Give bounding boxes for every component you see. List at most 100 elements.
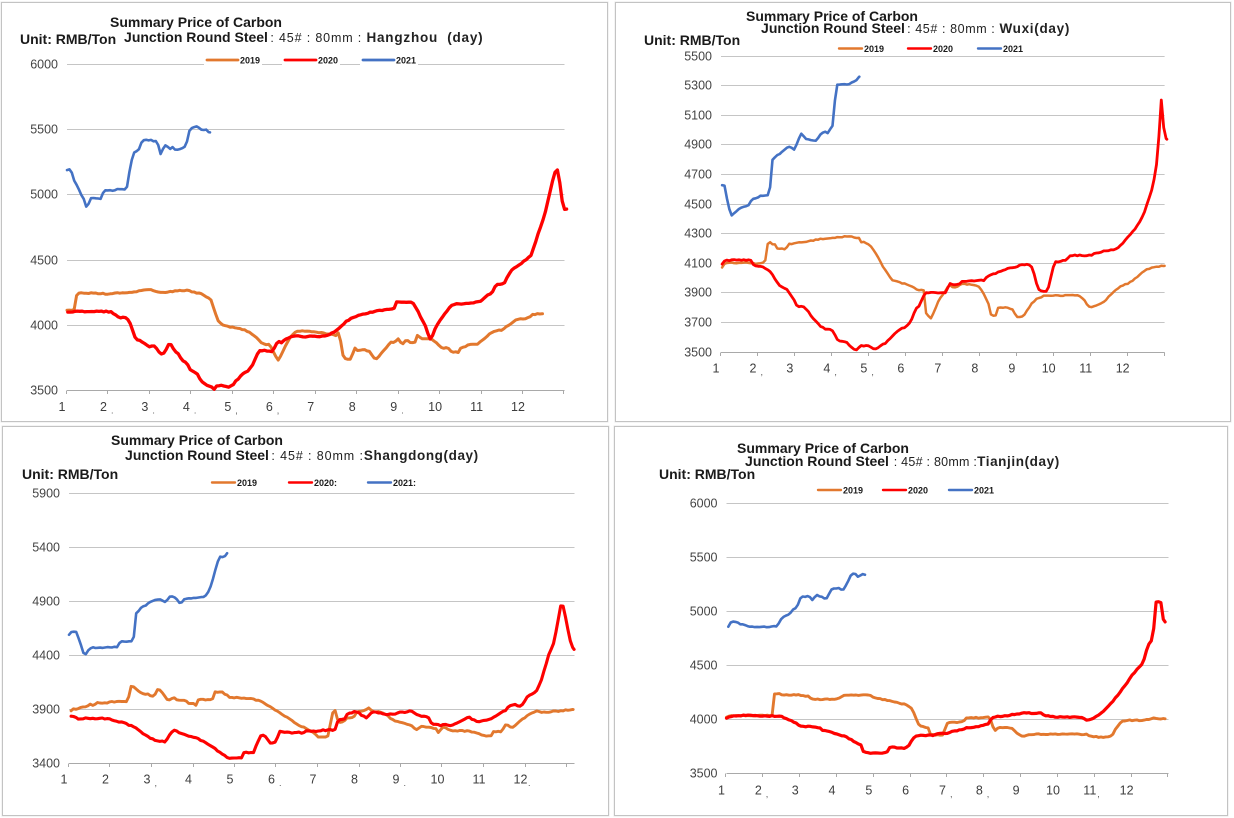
svg-text:Summary Price of Carbon: Summary Price of Carbon — [737, 440, 909, 456]
svg-text:.: . — [111, 406, 114, 416]
svg-text:8: 8 — [971, 362, 978, 376]
svg-text:11: 11 — [473, 773, 486, 787]
svg-text:5500: 5500 — [684, 50, 712, 64]
svg-text:4000: 4000 — [30, 319, 58, 333]
svg-text:9: 9 — [393, 773, 400, 787]
svg-text:,: , — [950, 789, 953, 799]
svg-text:2: 2 — [102, 773, 109, 787]
svg-text:Unit: RMB/Ton: Unit: RMB/Ton — [659, 466, 755, 482]
svg-text:.: . — [401, 406, 404, 416]
svg-text:3: 3 — [144, 773, 151, 787]
svg-text:5400: 5400 — [32, 541, 60, 555]
svg-text:Summary Price of Carbon: Summary Price of Carbon — [746, 8, 918, 24]
svg-text:.: . — [528, 778, 531, 788]
svg-text:9: 9 — [1013, 784, 1020, 798]
svg-text:4100: 4100 — [684, 257, 712, 271]
svg-text:1: 1 — [59, 400, 66, 414]
svg-text:Summary Price of Carbon: Summary Price of Carbon — [111, 432, 283, 448]
svg-text:,: , — [155, 778, 158, 788]
svg-text:12: 12 — [511, 400, 525, 414]
svg-text:2019: 2019 — [864, 44, 884, 54]
svg-text:1: 1 — [61, 773, 68, 787]
svg-text:Unit: RMB/Ton: Unit: RMB/Ton — [22, 466, 118, 482]
svg-text:3400: 3400 — [32, 757, 60, 771]
svg-text:: 45# : 80mm :Tianjin(day): : 45# : 80mm :Tianjin(day) — [890, 454, 1060, 469]
svg-text:2020: 2020 — [933, 44, 953, 54]
svg-text:1: 1 — [718, 784, 725, 798]
svg-text:8: 8 — [349, 400, 356, 414]
svg-text:5300: 5300 — [684, 79, 712, 93]
svg-text:6: 6 — [268, 773, 275, 787]
svg-text:2019: 2019 — [240, 56, 260, 66]
svg-text:Junction Round Steel: Junction Round Steel — [745, 453, 889, 469]
svg-text:10: 10 — [1042, 362, 1056, 376]
svg-text:7: 7 — [934, 362, 941, 376]
svg-text:8: 8 — [351, 773, 358, 787]
svg-text:4400: 4400 — [32, 649, 60, 663]
svg-text:4500: 4500 — [690, 659, 718, 673]
svg-text:4500: 4500 — [684, 198, 712, 212]
svg-text:,: , — [761, 367, 764, 377]
svg-text:11: 11 — [1083, 784, 1096, 798]
svg-text:.: . — [279, 778, 282, 788]
svg-text:Unit: RMB/Ton: Unit: RMB/Ton — [20, 31, 116, 47]
svg-text:9: 9 — [390, 400, 397, 414]
svg-text:10: 10 — [431, 773, 445, 787]
svg-text:.: . — [404, 778, 407, 788]
svg-text:2020:: 2020: — [314, 478, 337, 488]
svg-text:2: 2 — [755, 784, 762, 798]
svg-text:,: , — [235, 406, 238, 416]
svg-text:Unit: RMB/Ton: Unit: RMB/Ton — [644, 32, 740, 48]
svg-text:10: 10 — [1046, 784, 1060, 798]
svg-text:12: 12 — [514, 773, 528, 787]
svg-text:6: 6 — [266, 400, 273, 414]
svg-text:11: 11 — [1079, 362, 1092, 376]
svg-text:: 45# : 80mm : Hangzhou (day): : 45# : 80mm : Hangzhou (day) — [266, 30, 483, 45]
svg-text:4: 4 — [183, 400, 190, 414]
svg-text:4500: 4500 — [30, 254, 58, 268]
svg-text:2021: 2021 — [1003, 44, 1023, 54]
svg-text:8: 8 — [976, 784, 983, 798]
svg-text:.: . — [152, 406, 155, 416]
svg-text:: 45# : 80mm : Wuxi(day): : 45# : 80mm : Wuxi(day) — [903, 21, 1070, 36]
svg-text:,: , — [834, 367, 837, 377]
svg-text:,: , — [277, 406, 280, 416]
svg-text:2020: 2020 — [908, 486, 928, 496]
svg-text:9: 9 — [1008, 362, 1015, 376]
svg-text:4300: 4300 — [684, 227, 712, 241]
svg-text:: 45# : 80mm :Shangdong(day): : 45# : 80mm :Shangdong(day) — [267, 448, 479, 463]
svg-text:6: 6 — [902, 784, 909, 798]
svg-text:5000: 5000 — [690, 605, 718, 619]
svg-text:6: 6 — [897, 362, 904, 376]
svg-text:2019: 2019 — [237, 478, 257, 488]
svg-text:7: 7 — [939, 784, 946, 798]
svg-text:2: 2 — [100, 400, 107, 414]
svg-text:2: 2 — [750, 362, 757, 376]
svg-text:5100: 5100 — [684, 109, 712, 123]
svg-text:3700: 3700 — [684, 316, 712, 330]
svg-text:11: 11 — [470, 400, 483, 414]
svg-text:6000: 6000 — [690, 497, 718, 511]
svg-text:,: , — [987, 789, 990, 799]
svg-text:Junction Round Steel: Junction Round Steel — [761, 20, 905, 36]
svg-text:1: 1 — [713, 362, 720, 376]
svg-text:5500: 5500 — [30, 123, 58, 137]
svg-text:3900: 3900 — [32, 703, 60, 717]
svg-text:5000: 5000 — [30, 188, 58, 202]
svg-text:3500: 3500 — [690, 767, 718, 781]
svg-text:3: 3 — [786, 362, 793, 376]
svg-text:3500: 3500 — [684, 346, 712, 360]
svg-text:,: , — [766, 789, 769, 799]
svg-text:2021: 2021 — [974, 486, 994, 496]
svg-text:5900: 5900 — [32, 487, 60, 501]
svg-text:12: 12 — [1120, 784, 1134, 798]
svg-text:4900: 4900 — [684, 138, 712, 152]
svg-text:5500: 5500 — [690, 551, 718, 565]
svg-text:.: . — [194, 406, 197, 416]
svg-text:4700: 4700 — [684, 168, 712, 182]
svg-text:7: 7 — [307, 400, 314, 414]
svg-text:2021: 2021 — [396, 56, 416, 66]
svg-text:10: 10 — [428, 400, 442, 414]
svg-text:Summary Price of Carbon: Summary Price of Carbon — [110, 14, 282, 30]
svg-text:Junction Round Steel: Junction Round Steel — [125, 447, 269, 463]
